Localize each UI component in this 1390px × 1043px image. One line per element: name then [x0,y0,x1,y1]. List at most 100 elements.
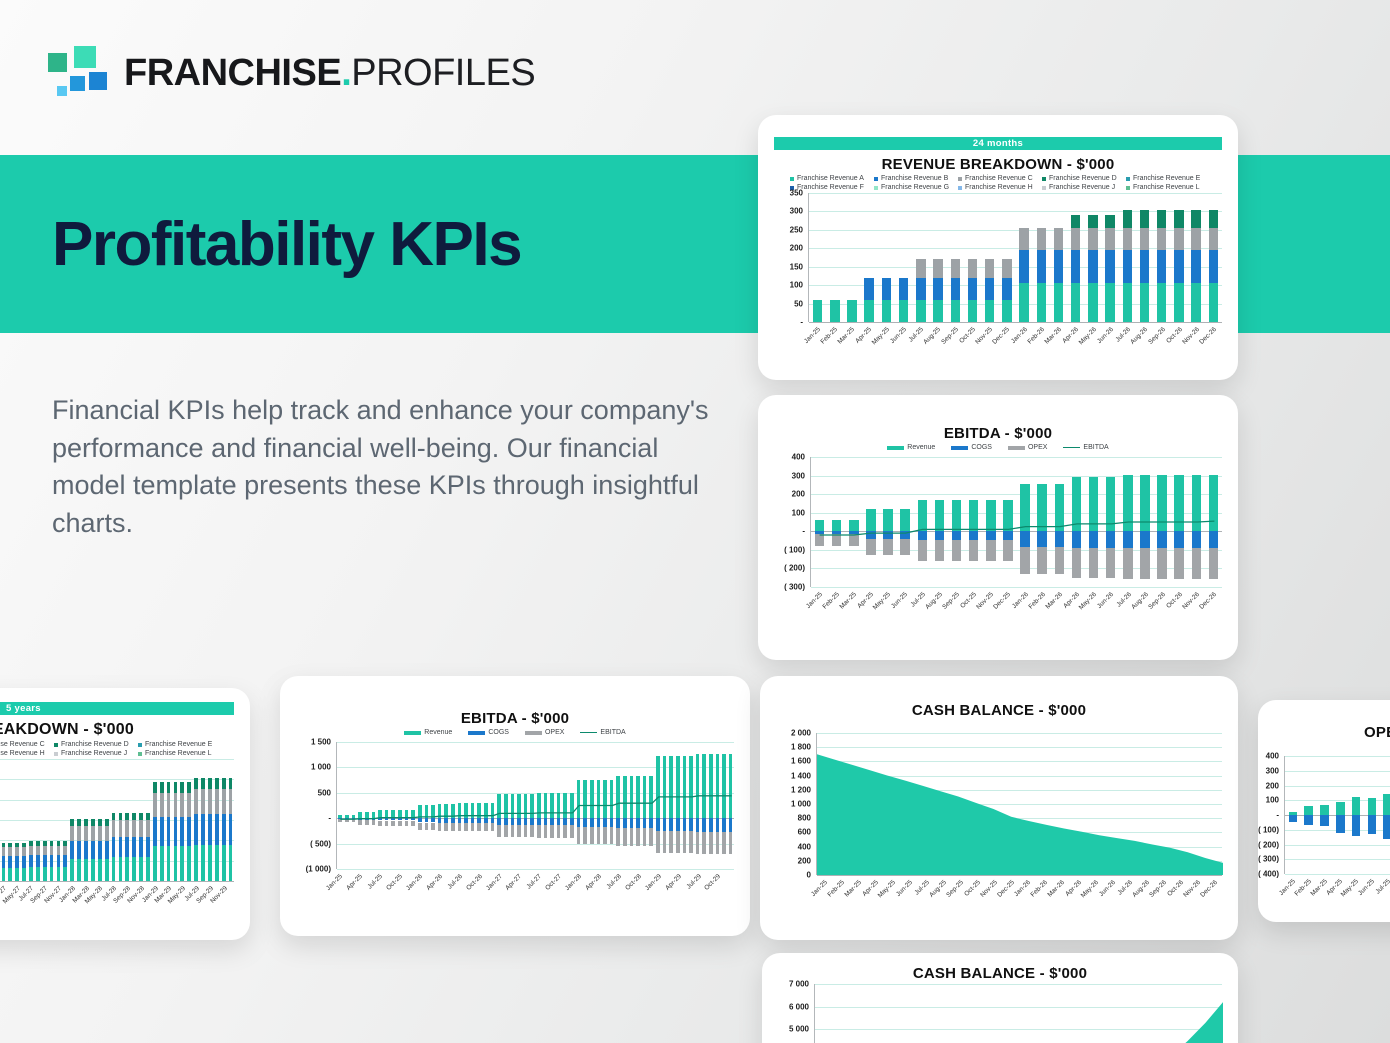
bar-segment [166,846,171,881]
x-axis-label: Sep-26 [1146,326,1167,346]
bar-segment [15,856,20,868]
logo-square-green [48,53,67,72]
bar-segment [15,847,20,857]
bar-segment [208,789,212,815]
bar-segment [831,520,842,532]
ebitda-5y-chart: 1 500 1 000 500-( 500) (1 000) Jan-25 Apr-25 J… [296,738,734,921]
bar-segment [180,781,185,793]
bar-segment [450,822,455,831]
bar-segment [70,826,75,842]
x-axis-label: Feb-26 [1026,326,1046,346]
legend-item: Franchise Revenue E [138,741,218,748]
legend-item: OPEX [1007,444,1047,451]
x-axis-label: Mar-25 [836,326,857,346]
x-axis-label: Sep-25 [939,326,960,346]
bar-segment [42,867,47,881]
x-axis-label: Jan-26 [1013,879,1033,899]
bar-segment [35,855,40,867]
y-axis-label: 2 000 [790,728,811,738]
bar-segment [1071,477,1082,532]
bar-segment [384,809,389,819]
bar-segment [457,822,462,832]
bar-segment [1122,228,1133,251]
bar-segment [722,831,726,855]
bar-segment [967,277,978,300]
bar-segment [636,775,640,819]
bar-segment [934,539,945,561]
bar-segment [139,820,143,837]
bar-segment [523,825,528,838]
bar-segment [883,531,893,539]
logo-square-lightblue [57,86,67,96]
x-axis-label: Jan-27 [484,873,504,893]
bar-segment [1002,299,1012,322]
bar-segment [536,793,541,819]
bar-segment [951,499,962,532]
x-axis-label: Mar-26 [1046,879,1067,899]
bar-segment [35,841,40,846]
bar-segment [1037,483,1047,532]
grid-line [811,475,1222,477]
bar-segment [1191,531,1201,548]
chart-title: EBITDA - $'000 [943,425,1053,442]
bar-segment [1157,531,1167,548]
x-axis-label: Oct-29 [703,873,723,892]
bar-segment [986,499,996,532]
brand-logo-icon [48,46,110,100]
bar-segment [35,867,40,881]
legend-swatch [1007,445,1025,450]
bar-segment [950,277,960,300]
plot-area [0,759,234,882]
grid-line [811,568,1222,570]
bar-segment [371,812,376,819]
y-axis-label: - [800,317,803,327]
bar-segment [404,809,409,819]
bar-segment [550,825,554,838]
bar-segment [543,818,548,826]
y-axis-label: 1 400 [790,771,811,781]
bar-segment [104,859,109,881]
bar-segment [1191,228,1201,251]
bar-segment [159,781,164,793]
legend-item: Franchise Revenue H [958,184,1038,191]
legend-swatch [958,176,962,181]
legend-item: Franchise Revenue C [0,741,45,748]
bar-segment [490,822,495,832]
bar-segment [728,818,733,832]
x-axis-label: Oct-26 [1165,591,1185,610]
bar-segment [70,859,75,881]
x-axis-label: Jul-25 [366,873,385,891]
grid-line [0,840,234,842]
bar-segment [214,814,219,845]
bar-segment [90,826,95,842]
bar-segment [523,818,528,826]
bar-segment [623,828,627,846]
bar-segment [15,842,20,848]
bar-segment [450,818,455,823]
bar-segment [695,831,700,855]
grid-line [817,875,1222,876]
legend-item: EBITDA [580,729,626,736]
bar-segment [49,845,54,856]
bar-segment [866,531,876,539]
bar-segment [159,792,164,817]
grid-line [817,775,1222,777]
y-axis-label: 300 [791,471,805,481]
legend-swatch [524,730,542,735]
bar-segment [132,836,137,857]
legend-item: Franchise Revenue H [0,750,45,757]
bar-segment [1208,531,1219,548]
legend-swatch [790,185,794,190]
bar-segment [1037,547,1047,574]
bar-segment [917,499,927,532]
bar-segment [187,781,192,793]
legend-item: Franchise Revenue G [874,184,954,191]
bar-segment [1053,283,1064,322]
bar-segment [49,841,54,846]
bar-segment [1,842,6,848]
bar-segment [1140,548,1150,579]
x-axis-label: Jan-25 [804,591,824,611]
bar-segment [609,779,614,819]
bar-segment [517,794,521,819]
